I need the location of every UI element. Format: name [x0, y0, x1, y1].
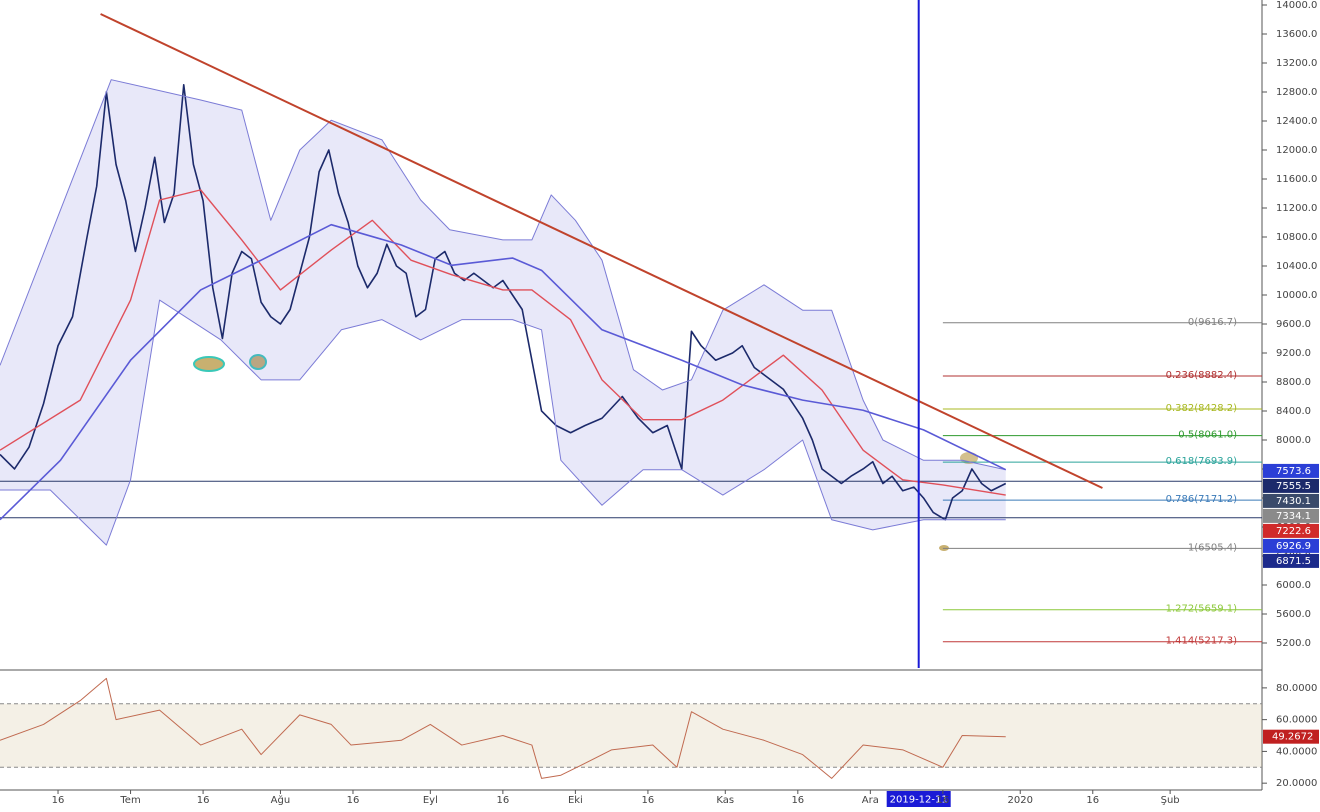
highlight-ellipse: [193, 356, 225, 372]
y-tick-label: 40.0000: [1276, 746, 1317, 757]
y-tick-label: 13600.0: [1276, 29, 1317, 40]
y-tick-label: 5200.0: [1276, 638, 1311, 649]
price-label-bg: [1263, 523, 1319, 538]
x-tick-label: Eki: [568, 795, 583, 806]
price-label: 6926.9: [1276, 541, 1311, 552]
price-label: 7555.5: [1276, 481, 1311, 492]
y-tick-label: 80.0000: [1276, 683, 1317, 694]
price-label: 7222.6: [1276, 526, 1311, 537]
price-label-bg: [1263, 553, 1319, 568]
x-tick-label: Ağu: [271, 794, 291, 806]
price-label: 7573.6: [1276, 466, 1311, 477]
x-tick-label: 16: [1086, 795, 1099, 806]
y-tick-label: 14000.0: [1276, 0, 1317, 11]
y-tick-label: 9600.0: [1276, 319, 1311, 330]
y-tick-label: 8000.0: [1276, 435, 1311, 446]
x-tick-label: 16: [347, 795, 360, 806]
price-label-bg: [1263, 508, 1319, 523]
fib-label: 0(9616.7): [1188, 317, 1237, 328]
highlight-ellipse: [249, 354, 267, 370]
x-tick-label: 16: [642, 795, 655, 806]
fib-label: 1.414(5217.3): [1166, 636, 1238, 647]
bollinger-fill: [0, 79, 1006, 546]
price-label-bg: [1263, 478, 1319, 493]
price-label: 6871.5: [1276, 556, 1311, 567]
price-label-bg: [1263, 463, 1319, 478]
fib-label: 1.272(5659.1): [1166, 604, 1238, 615]
fib-label: 1(6505.4): [1188, 542, 1237, 553]
last-value: 49.2672: [1272, 732, 1313, 743]
cursor-label: 2019-12-11: [890, 795, 948, 806]
x-tick-label: Ara: [862, 795, 879, 806]
rsi-band: [0, 703, 1262, 768]
x-tick-label: Tem: [119, 795, 140, 806]
price-label-bg: [1263, 493, 1319, 508]
fib-label: 0.236(8882.4): [1166, 370, 1238, 381]
x-tick-label: 16: [937, 795, 950, 806]
x-tick-label: Şub: [1161, 795, 1180, 806]
y-tick-label: 20.0000: [1276, 778, 1317, 789]
x-tick-label: 16: [52, 795, 65, 806]
series-line: [0, 189, 1006, 496]
y-tick-label: 12800.0: [1276, 87, 1317, 98]
x-tick-label: Eyl: [423, 795, 438, 806]
y-tick-label: 10000.0: [1276, 290, 1317, 301]
series-line: [0, 83, 1007, 521]
y-tick-label: 11200.0: [1276, 203, 1317, 214]
series-line: [0, 299, 1006, 546]
fib-label: 0.5(8061.0): [1178, 430, 1237, 441]
x-tick-label: 16: [791, 795, 804, 806]
y-tick-label: 6000.0: [1276, 580, 1311, 591]
price-label-bg: [1263, 538, 1319, 553]
y-tick-label: 9200.0: [1276, 348, 1311, 359]
fib-label: 0.618(7693.9): [1166, 456, 1238, 467]
y-tick-label: 10400.0: [1276, 261, 1317, 272]
y-tick-label: 8400.0: [1276, 406, 1311, 417]
fib-label: 0.382(8428.2): [1166, 403, 1238, 414]
trend-line: [100, 13, 1103, 489]
price-label: 7430.1: [1276, 496, 1311, 507]
y-tick-label: 5600.0: [1276, 609, 1311, 620]
x-tick-label: 2020: [1008, 795, 1033, 806]
series-line: [0, 223, 1007, 521]
y-tick-label: 10800.0: [1276, 232, 1317, 243]
last-value-bg: [1263, 729, 1319, 744]
y-tick-label: 12400.0: [1276, 116, 1317, 127]
y-tick-label: 8800.0: [1276, 377, 1311, 388]
x-tick-label: Kas: [716, 795, 734, 806]
series-line: [0, 677, 1006, 779]
y-tick-label: 13200.0: [1276, 58, 1317, 69]
y-tick-label: 11600.0: [1276, 174, 1317, 185]
x-tick-label: 16: [496, 795, 509, 806]
price-label: 7334.1: [1276, 511, 1311, 522]
y-tick-label: 12000.0: [1276, 145, 1317, 156]
x-tick-label: 16: [197, 795, 210, 806]
fib-label: 0.786(7171.2): [1166, 494, 1238, 505]
cursor-label-bg: [886, 791, 951, 807]
y-tick-label: 60.0000: [1276, 715, 1317, 726]
